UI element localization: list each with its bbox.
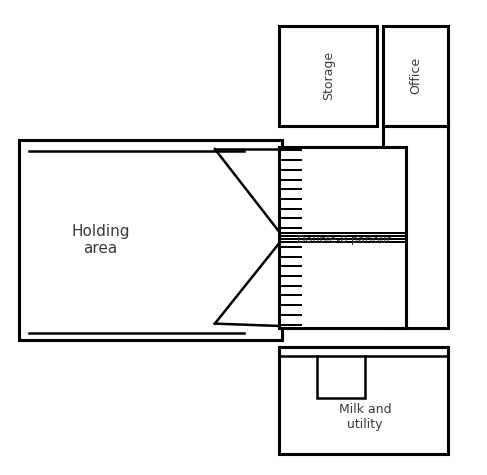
Bar: [318, 356, 365, 398]
Text: Double-8 parlour: Double-8 parlour: [297, 235, 391, 245]
Bar: [280, 147, 406, 328]
Bar: [280, 26, 377, 126]
Bar: [383, 126, 448, 328]
Text: Storage: Storage: [322, 51, 335, 100]
Bar: [280, 347, 448, 454]
Text: Milk and
utility: Milk and utility: [339, 403, 392, 431]
Bar: [19, 140, 281, 340]
Text: Office: Office: [409, 57, 422, 95]
Bar: [383, 26, 448, 126]
Text: Holding
area: Holding area: [71, 224, 130, 256]
